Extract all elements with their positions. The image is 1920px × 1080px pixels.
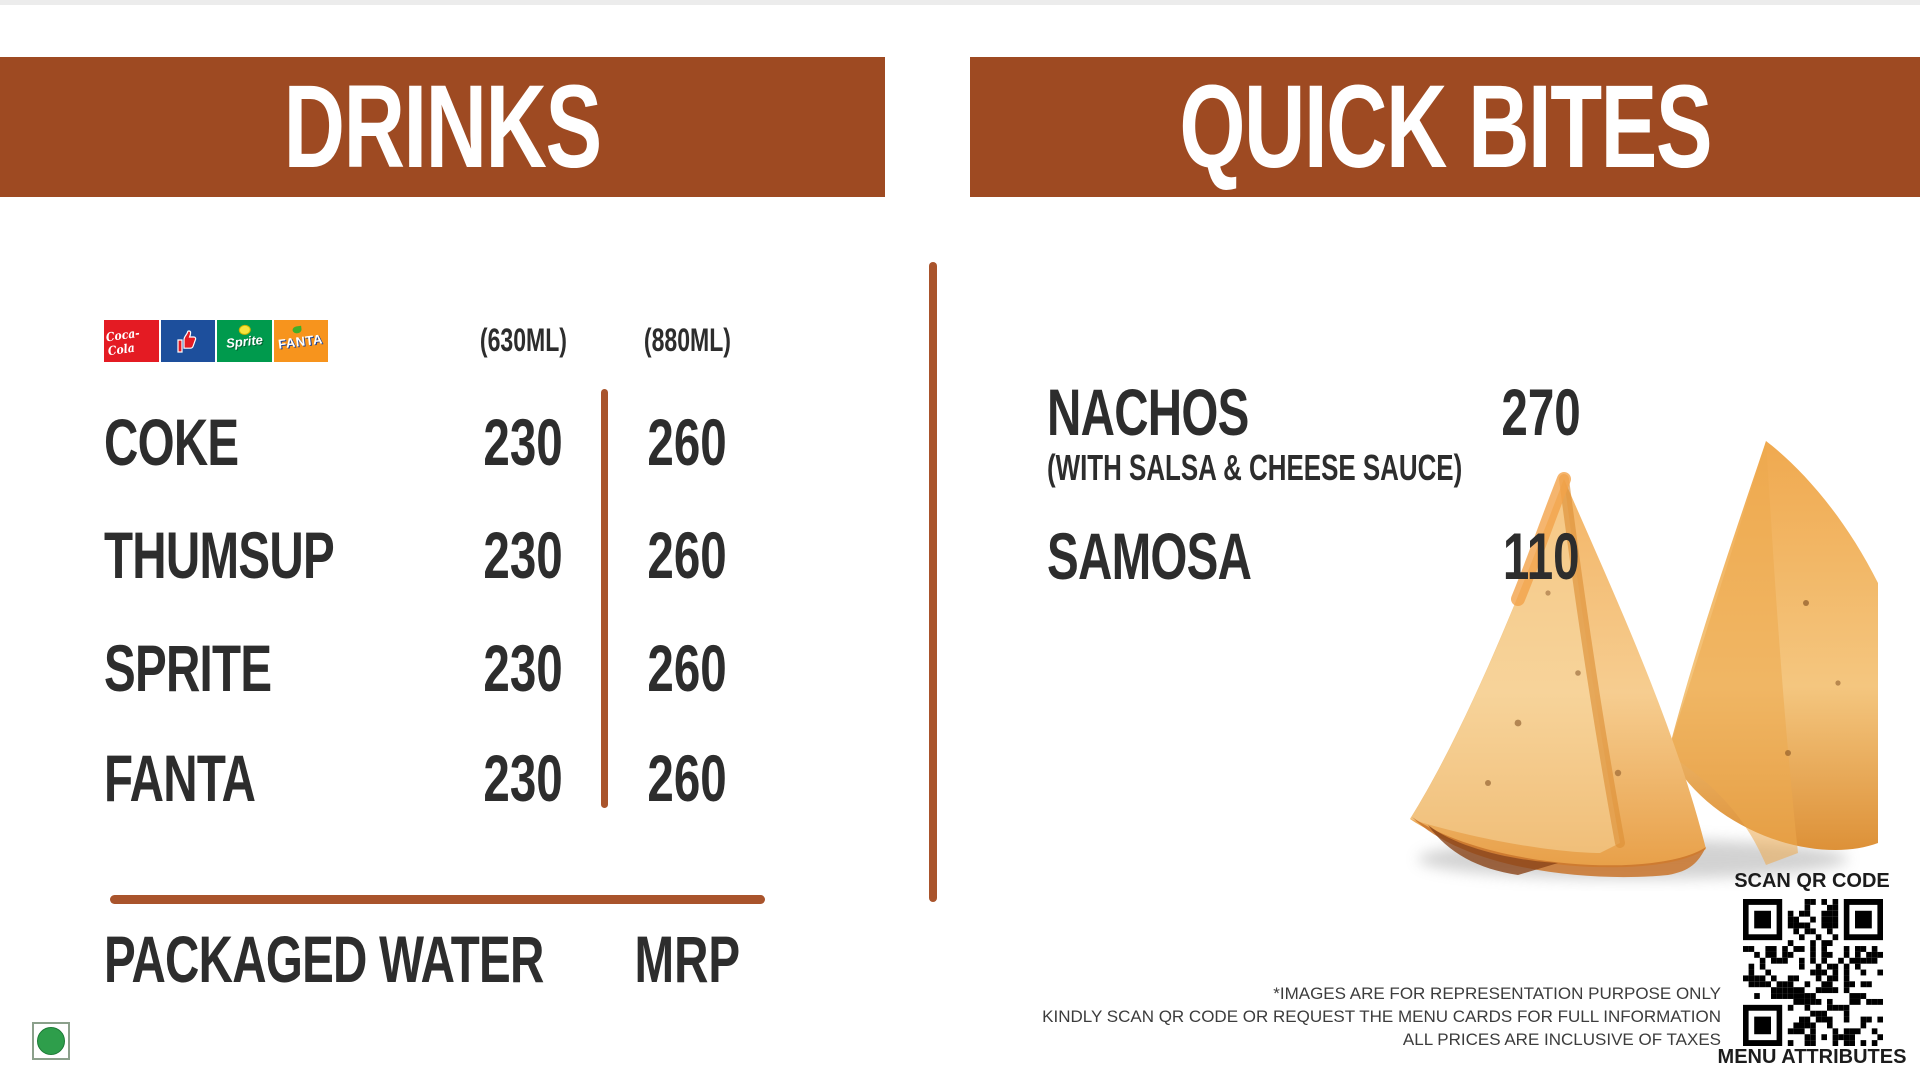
price-880ml: 260: [647, 518, 727, 592]
item-name: NACHOS: [1047, 375, 1249, 449]
disclaimer-text: *IMAGES ARE FOR REPRESENTATION PURPOSE O…: [1042, 982, 1721, 1051]
price-630ml: 230: [483, 405, 563, 479]
item-name: SAMOSA: [1047, 519, 1252, 593]
drink-row-sprite: SPRITE 230 260: [0, 630, 930, 706]
drink-name: COKE: [104, 405, 239, 479]
scan-qr-code-label: SCAN QR CODE: [1734, 870, 1890, 892]
price-630ml: 230: [483, 518, 563, 592]
water-price: MRP: [634, 922, 740, 996]
drink-row-thumsup: THUMSUP 230 260: [0, 517, 930, 593]
water-separator-rule: [110, 895, 765, 904]
nachos-subtitle: (WITH SALSA & CHEESE SAUCE): [1047, 447, 1463, 488]
soda-brand-logo-strip: Coca-Cola Sprite FANTA: [104, 320, 328, 362]
veg-indicator-icon: [32, 1022, 70, 1060]
drink-row-coke: COKE 230 260: [0, 404, 930, 480]
quick-bites-header-band: QUICK BITES: [970, 57, 1920, 197]
sprite-logo-icon: Sprite: [217, 320, 272, 362]
drink-row-fanta: FANTA 230 260: [0, 740, 930, 816]
samosa-photo: [1410, 441, 1878, 879]
drink-name: THUMSUP: [104, 518, 335, 592]
disclaimer-line: *IMAGES ARE FOR REPRESENTATION PURPOSE O…: [1273, 984, 1721, 1003]
thums-up-logo-icon: [160, 320, 215, 362]
disclaimer-line: ALL PRICES ARE INCLUSIVE OF TAXES: [1402, 1030, 1721, 1049]
quick-bite-row-nachos: NACHOS 270: [0, 376, 1920, 448]
item-price: 270: [1501, 375, 1581, 449]
price-630ml: 230: [483, 631, 563, 705]
section-divider: [929, 262, 937, 902]
disclaimer-line: KINDLY SCAN QR CODE OR REQUEST THE MENU …: [1042, 1007, 1721, 1026]
item-price: 110: [1502, 519, 1580, 593]
packaged-water-row: PACKAGED WATER MRP: [0, 921, 930, 997]
price-880ml: 260: [647, 741, 727, 815]
drink-name: FANTA: [104, 741, 256, 815]
coca-cola-logo-icon: Coca-Cola: [104, 320, 159, 362]
thumbs-up-icon: [177, 330, 197, 353]
drinks-header-band: DRINKS: [0, 57, 885, 197]
quick-bite-row-samosa: SAMOSA 110: [0, 520, 1920, 592]
size-column-630ml: (630ML): [479, 322, 567, 358]
price-630ml: 230: [483, 741, 563, 815]
top-edge-strip: [0, 0, 1920, 5]
price-880ml: 260: [647, 631, 727, 705]
price-column-divider: [601, 389, 608, 808]
qr-code: [1743, 899, 1883, 1046]
size-column-880ml: (880ML): [643, 322, 731, 358]
quick-bites-title: QUICK BITES: [1179, 61, 1712, 193]
price-880ml: 260: [647, 405, 727, 479]
drinks-title: DRINKS: [283, 61, 602, 193]
leaf-icon: [292, 325, 303, 334]
menu-attributes-label: MENU ATTRIBUTES: [1717, 1046, 1907, 1068]
drink-name: SPRITE: [104, 631, 272, 705]
fanta-logo-icon: FANTA: [273, 320, 328, 362]
water-name: PACKAGED WATER: [104, 922, 544, 996]
